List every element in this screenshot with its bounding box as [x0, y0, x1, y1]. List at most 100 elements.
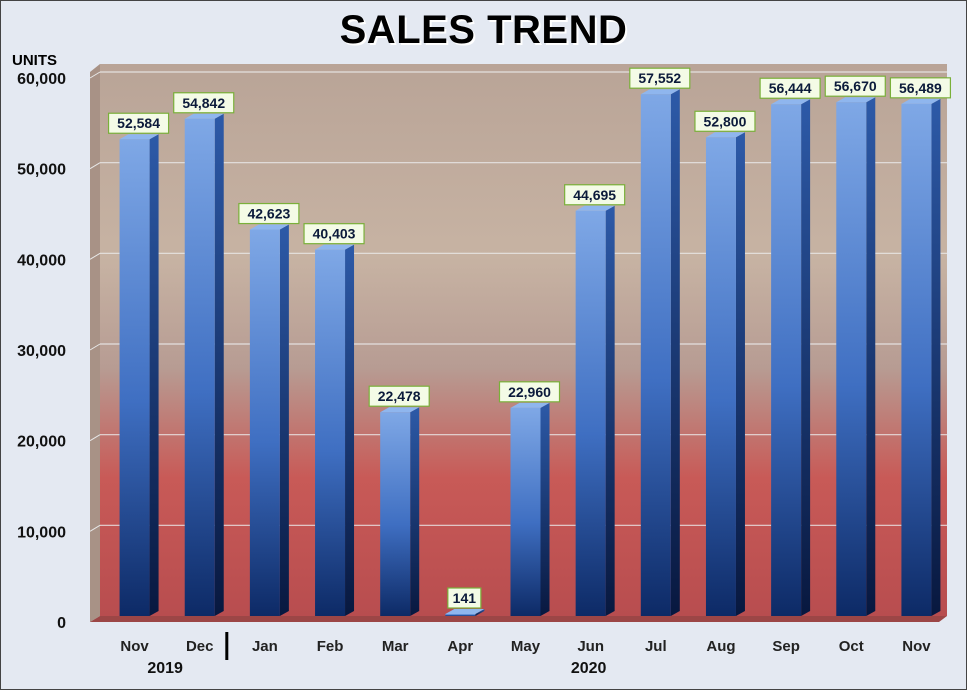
data-label-text: 141: [453, 590, 477, 606]
y-tick-label: 40,000: [17, 252, 66, 269]
bar-side: [279, 224, 289, 617]
gridline-diag: [89, 252, 101, 260]
gridline-diag: [89, 434, 101, 442]
y-tick-label: 0: [57, 615, 66, 632]
x-category-label: May: [511, 638, 541, 655]
data-label-text: 56,444: [769, 80, 812, 96]
bar: [705, 132, 745, 616]
data-label: 44,695: [564, 184, 626, 206]
data-label-text: 52,800: [704, 113, 747, 129]
year-label: 2020: [571, 660, 607, 677]
bar-front: [445, 614, 476, 616]
data-label-box: [889, 77, 952, 99]
data-label: 52,800: [694, 110, 756, 132]
bar-top: [119, 134, 159, 140]
x-category-label: Jul: [645, 638, 667, 655]
bar-side: [345, 244, 355, 616]
bar-front: [901, 103, 932, 616]
bar: [771, 99, 811, 617]
x-category-label: Nov: [120, 638, 149, 655]
gridline-diag: [89, 162, 101, 170]
bar-top: [575, 205, 615, 211]
data-label-text: 40,403: [313, 226, 356, 242]
data-label-box: [238, 202, 300, 225]
bar: [315, 244, 355, 616]
bar-top: [184, 113, 224, 119]
bar-top: [836, 97, 876, 103]
x-category-label: Aug: [706, 638, 735, 655]
data-label-text: 56,670: [834, 78, 877, 94]
data-label-text: 22,960: [508, 384, 551, 400]
bar-front: [315, 249, 346, 616]
data-label: 57,552: [629, 67, 691, 89]
y-tick-label: 30,000: [17, 343, 66, 360]
data-labels: 52,584 54,842 42,623 40,403 22,478 141 22,960 4…: [107, 67, 952, 609]
bar: [119, 134, 159, 616]
data-label: 22,478: [368, 385, 430, 407]
data-label-box: [564, 184, 626, 206]
bar-side: [605, 205, 615, 617]
data-label: 52,584: [107, 112, 170, 134]
data-label-box: [173, 92, 235, 114]
bar-front: [510, 407, 541, 616]
bar-side: [410, 407, 420, 616]
y-axis-ticks: 0 10,000 20,000 30,000 40,000 50,000 60,000: [17, 71, 66, 632]
bar-side: [670, 89, 680, 617]
gridline-diag: [89, 71, 101, 79]
bar-front: [575, 210, 606, 617]
x-category-label: Jan: [252, 638, 278, 655]
bar-front: [771, 104, 802, 617]
bar-top: [249, 224, 289, 230]
x-category-label: Mar: [382, 638, 409, 655]
x-category-label: Oct: [839, 638, 864, 655]
bar-side: [214, 113, 224, 616]
year-divider: [225, 632, 229, 660]
bar-top: [640, 89, 680, 95]
bar-side: [931, 98, 941, 616]
data-label-box: [498, 381, 561, 403]
data-label-box: [824, 75, 886, 97]
gridline-diag: [89, 524, 101, 532]
y-tick-label: 10,000: [17, 524, 66, 541]
data-label-text: 42,623: [247, 206, 290, 222]
y-axis-unit-label: UNITS: [12, 52, 57, 69]
x-category-label: Jun: [577, 638, 604, 655]
x-category-label: Nov: [902, 638, 931, 655]
bar-side: [735, 132, 745, 616]
bar-front: [184, 118, 215, 616]
x-category-label: Sep: [772, 638, 800, 655]
data-label-text: 57,552: [638, 70, 681, 86]
bar: [640, 89, 680, 617]
data-label-text: 44,695: [573, 187, 616, 203]
y-tick-label: 60,000: [17, 71, 66, 88]
data-label-box: [759, 77, 821, 99]
bar-top: [771, 99, 811, 105]
data-label-text: 22,478: [378, 388, 421, 404]
bar-front: [705, 137, 736, 616]
bar-top: [705, 132, 745, 138]
data-label: 40,403: [303, 223, 365, 245]
data-label: 56,444: [759, 77, 821, 99]
bar-top: [315, 244, 355, 250]
data-label-box: [107, 112, 170, 134]
bar-side: [475, 609, 485, 616]
bar-top: [445, 609, 485, 614]
plot-floor: [90, 616, 947, 622]
data-label-box: [447, 587, 482, 609]
bar: [249, 224, 289, 617]
bar-side: [801, 99, 811, 616]
bar: [510, 402, 550, 616]
bar: [445, 609, 485, 616]
bar-front: [119, 139, 150, 616]
bar: [901, 98, 941, 616]
data-label-text: 52,584: [117, 115, 160, 131]
chart-title: SALES TREND: [339, 8, 628, 52]
data-label-box: [368, 385, 430, 407]
bar-front: [836, 102, 867, 616]
x-category-label: Dec: [186, 638, 214, 655]
bar: [575, 205, 615, 617]
data-label: 56,489: [889, 77, 952, 99]
bar-top: [901, 98, 941, 104]
data-label-box: [694, 110, 756, 132]
